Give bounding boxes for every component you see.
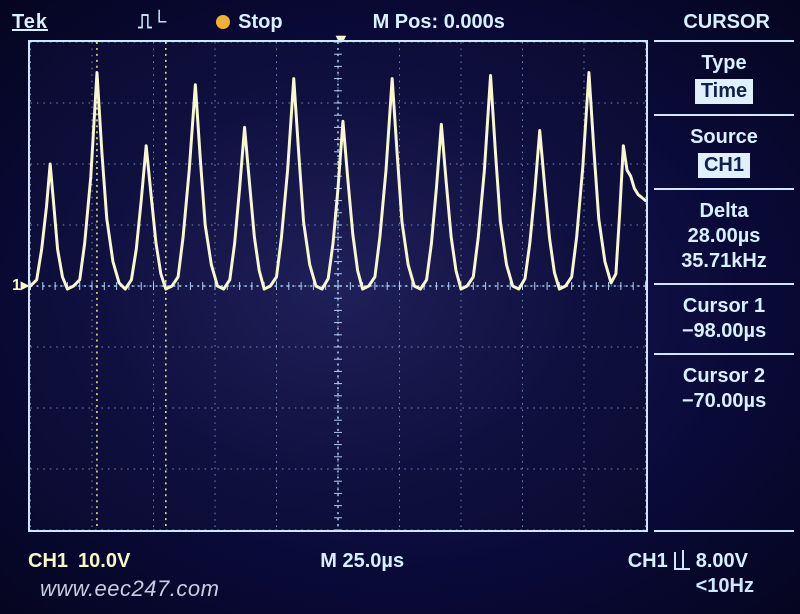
trigger-readout: CH1 8.00V	[628, 550, 748, 573]
waveform-graticule	[28, 40, 648, 532]
trigger-mode-glyph: ⎍└	[138, 11, 166, 34]
ch1-label: CH1	[28, 550, 68, 573]
menu-cursor2[interactable]: Cursor 2 −70.00µs	[654, 353, 794, 532]
menu-cursor1[interactable]: Cursor 1 −98.00µs	[654, 283, 794, 353]
menu-cursor1-label: Cursor 1	[660, 295, 788, 318]
bottom-bar: CH1 10.0V M 25.0µs CH1 8.00V	[28, 548, 788, 574]
menu-type-label: Type	[660, 52, 788, 75]
menu-source-value: CH1	[698, 153, 750, 178]
watermark: www.eec247.com	[40, 576, 219, 602]
rising-edge-icon	[674, 552, 690, 570]
menu-source[interactable]: Source CH1	[654, 114, 794, 188]
run-state-dot	[216, 15, 230, 29]
menu-type[interactable]: Type Time	[654, 40, 794, 114]
menu-delta-label: Delta	[660, 200, 788, 223]
top-bar: Tek ⎍└ Stop M Pos: 0.000s CURSOR	[0, 8, 800, 36]
ch1-scale: 10.0V	[78, 550, 130, 573]
menu-delta[interactable]: Delta 28.00µs 35.71kHz	[654, 188, 794, 283]
menu-source-label: Source	[660, 126, 788, 149]
trigger-level: 8.00V	[696, 550, 748, 573]
menu-delta-freq: 35.71kHz	[660, 250, 788, 273]
menu-type-value: Time	[695, 79, 753, 104]
run-state: Stop	[216, 11, 282, 34]
oscilloscope-screen: Tek ⎍└ Stop M Pos: 0.000s CURSOR ▼ 1▸ Ty…	[0, 0, 800, 614]
trigger-frequency: <10Hz	[696, 575, 754, 598]
menu-mode: CURSOR	[683, 11, 770, 34]
menu-cursor2-label: Cursor 2	[660, 365, 788, 388]
menu-delta-time: 28.00µs	[660, 225, 788, 248]
channel-1-marker: 1▸	[12, 275, 29, 295]
run-state-label: Stop	[238, 11, 282, 34]
trigger-channel: CH1	[628, 550, 668, 573]
m-position: M Pos: 0.000s	[373, 11, 505, 34]
timebase-readout: M 25.0µs	[320, 550, 404, 573]
menu-cursor1-value: −98.00µs	[660, 320, 788, 343]
waveform-svg	[30, 42, 646, 530]
side-menu: Type Time Source CH1 Delta 28.00µs 35.71…	[654, 40, 794, 532]
brand-logo: Tek	[12, 11, 48, 34]
menu-cursor2-value: −70.00µs	[660, 390, 788, 413]
